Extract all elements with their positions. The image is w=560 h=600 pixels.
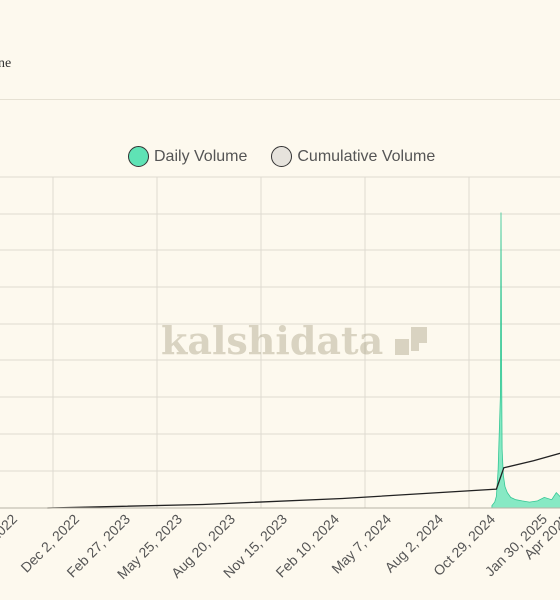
legend-item-daily-volume[interactable]: Daily Volume [128,146,247,167]
chart-legend: Daily Volume Cumulative Volume [128,146,435,167]
cumulative-volume-line [47,452,560,509]
header-divider [0,99,560,100]
cumulative-volume-swatch-icon [271,146,293,167]
kalshidata-logo-icon [395,326,428,355]
legend-item-cumulative-volume[interactable]: Cumulative Volume [271,146,435,167]
legend-label-daily: Daily Volume [154,147,248,165]
x-tick-label: Sep 6, 2022 [0,511,20,576]
watermark: kalshidata [161,318,429,363]
legend-label-cumulative: Cumulative Volume [297,147,436,165]
watermark-text: kalshidata [161,318,384,363]
daily-volume-swatch-icon [128,146,149,167]
daily-volume-area [491,212,560,509]
chart-title: ne [0,56,12,71]
